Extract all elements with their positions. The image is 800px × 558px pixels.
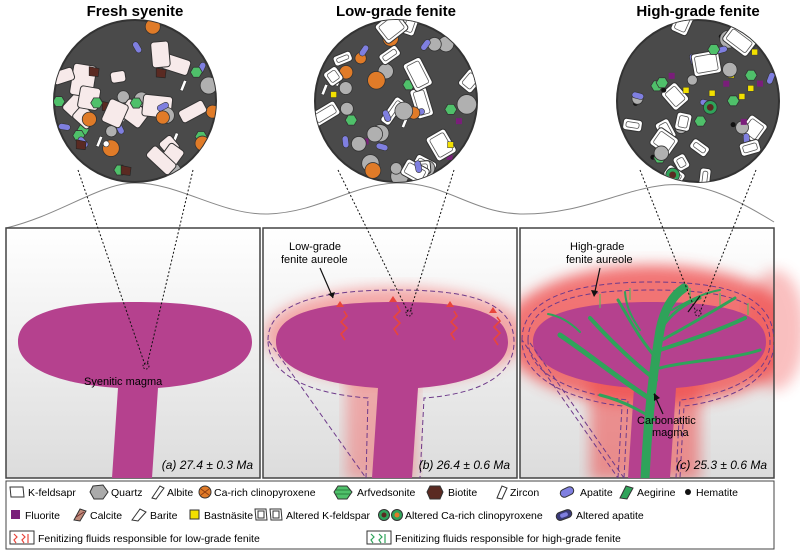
legend-altered-cpx: Altered Ca-rich clinopyroxene (405, 510, 543, 522)
legend-quartz: Quartz (111, 487, 143, 499)
zircon-icon (496, 485, 508, 500)
legend-albite: Albite (167, 487, 193, 499)
legend-biotite: Biotite (448, 487, 477, 499)
legend-k-feldspar: K-feldsapr (28, 487, 76, 499)
legend-zircon: Zircon (510, 487, 539, 499)
hematite-icon (685, 489, 691, 495)
low-grade-fluid-icon (9, 530, 35, 545)
texture-low-grade-fenite (314, 19, 478, 183)
high-grade-fluid-arrows (599, 288, 749, 315)
panel-c-title: High-grade fenite (636, 3, 759, 20)
legend-hematite: Hematite (696, 487, 738, 499)
legend-calcite: Calcite (90, 510, 122, 522)
calcite-icon (73, 508, 87, 522)
syenitic-magma-label: Syenitic magma (84, 376, 163, 388)
altered-cpx-icon (378, 509, 403, 521)
legend-fluorite: Fluorite (25, 510, 60, 522)
panel-a-title: Fresh syenite (87, 3, 184, 20)
high-grade-aureole-label-1: High-grade (570, 241, 624, 253)
legend: K-feldsapr Quartz Albite Ca-rich clinopy… (5, 480, 775, 550)
legend-apatite: Apatite (580, 487, 613, 499)
panel-b-age: (b) 26.4 ± 0.6 Ma (419, 458, 511, 472)
legend-altered-k-feldspar: Altered K-feldspar (286, 510, 371, 522)
arfvedsonite-icon (333, 485, 353, 500)
texture-high-grade-fenite (616, 19, 780, 183)
magma-c (521, 281, 774, 478)
carbonatitic-magma-label-2: magma (652, 427, 690, 439)
aegirine-icon (619, 485, 634, 500)
legend-ca-cpx: Ca-rich clinopyroxene (214, 487, 316, 499)
apatite-icon (559, 486, 575, 498)
low-grade-aureole-label-1: Low-grade (289, 241, 341, 253)
legend-high-grade-fluid: Fenitizing fluids responsible for high-g… (395, 533, 621, 545)
panel-a-age: (a) 27.4 ± 0.3 Ma (162, 458, 254, 472)
low-grade-fluid-arrows (339, 304, 502, 346)
magma-b (267, 289, 515, 478)
carbonatitic-magma-label-1: Carbonatitic (637, 415, 696, 427)
legend-arfvedsonite: Arfvedsonite (357, 487, 416, 499)
panel-b-title: Low-grade fenite (336, 3, 456, 20)
ground-surface (5, 182, 775, 229)
texture-fresh-syenite (53, 19, 217, 183)
magma-a (18, 302, 252, 478)
zoom-lines (77, 169, 757, 366)
biotite-icon (426, 485, 444, 500)
fluorite-icon (11, 510, 20, 519)
legend-altered-apatite: Altered apatite (576, 510, 644, 522)
high-grade-fluid-icon (366, 530, 392, 545)
legend-barite: Barite (150, 510, 178, 522)
ca-cpx-icon (198, 485, 212, 499)
altered-apatite-icon (555, 509, 573, 521)
barite-icon (131, 508, 147, 522)
quartz-icon (89, 484, 109, 500)
albite-icon (151, 485, 165, 500)
legend-bastnasite: Bastnäsite (204, 510, 253, 522)
high-grade-aureole-label-2: fenite aureole (566, 254, 633, 266)
low-grade-aureole-label-2: fenite aureole (281, 254, 348, 266)
bastnasite-icon (189, 509, 200, 520)
k-feldspar-icon (9, 486, 25, 498)
altered-k-feldspar-icon (254, 508, 283, 521)
legend-aegirine: Aegirine (637, 487, 676, 499)
legend-low-grade-fluid: Fenitizing fluids responsible for low-gr… (38, 533, 260, 545)
panel-c-age: (c) 25.3 ± 0.6 Ma (676, 458, 767, 472)
